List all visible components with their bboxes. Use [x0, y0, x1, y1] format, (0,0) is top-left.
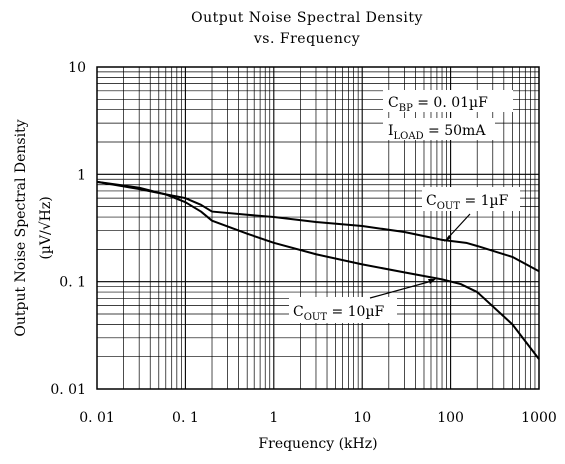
- y-tick-label: 0. 01: [50, 382, 86, 398]
- annotation-cbp-main: C: [388, 95, 399, 111]
- annotation-cout-1uf: COUT = 1µF: [422, 187, 520, 212]
- y-tick-labels: 0. 01 0. 1 1 10: [50, 60, 86, 398]
- annotation-cout10-main: C: [293, 304, 304, 320]
- series-group: [96, 180, 540, 360]
- y-tick-label: 1: [77, 167, 86, 183]
- x-tick-label: 0. 01: [79, 410, 115, 426]
- annotation-cout1-main: C: [426, 193, 437, 209]
- annotation-cout1-sub: OUT: [437, 201, 461, 212]
- annotation-cbp: CBP = 0. 01µF: [383, 90, 513, 114]
- arrow-cout-1uf: [446, 213, 471, 240]
- plot-frame: [96, 66, 540, 390]
- x-tick-label: 1000: [521, 410, 557, 426]
- x-tick-label: 1: [269, 410, 278, 426]
- arrowhead-cout-10uf: [428, 279, 436, 284]
- annotation-iload-main: I: [388, 123, 394, 139]
- y-tick-label: 10: [68, 60, 86, 76]
- svg-text:COUT = 1µF: COUT = 1µF: [426, 193, 509, 212]
- series-line-1: [96, 180, 540, 273]
- annotation-iload-rest: = 50mA: [424, 123, 487, 139]
- annotation-cout1-rest: = 1µF: [460, 193, 509, 209]
- annotation-cout10-sub: OUT: [304, 312, 328, 323]
- series-line-2: [96, 180, 540, 360]
- annotation-cbp-sub: BP: [399, 103, 413, 114]
- x-tick-label: 10: [353, 410, 371, 426]
- grid-lines: [97, 67, 539, 389]
- annotation-cout10-rest: = 10µF: [327, 304, 385, 320]
- annotation-iload-sub: LOAD: [394, 131, 424, 142]
- svg-text:COUT = 10µF: COUT = 10µF: [293, 304, 385, 323]
- x-axis-title: Frequency (kHz): [258, 436, 377, 452]
- y-tick-label: 0. 1: [59, 275, 86, 291]
- y-axis-unit: (µV/√Hz): [38, 196, 54, 259]
- chart-title: Output Noise Spectral Density: [191, 10, 423, 26]
- x-tick-label: 0. 1: [172, 410, 199, 426]
- y-axis-title: Output Noise Spectral Density: [13, 119, 29, 336]
- annotation-iload: ILOAD = 50mA: [383, 118, 495, 142]
- arrowhead-cout-1uf: [444, 235, 451, 242]
- svg-text:CBP = 0. 01µF: CBP = 0. 01µF: [388, 95, 488, 114]
- svg-text:ILOAD = 50mA: ILOAD = 50mA: [388, 123, 486, 142]
- x-tick-labels: 0. 01 0. 1 1 10 100 1000: [79, 410, 557, 426]
- x-tick-label: 100: [437, 410, 464, 426]
- annotation-cbp-rest: = 0. 01µF: [413, 95, 488, 111]
- chart-subtitle: vs. Frequency: [253, 31, 360, 47]
- annotation-cout-10uf: COUT = 10µF: [289, 297, 397, 323]
- arrow-cout-10uf: [369, 280, 433, 299]
